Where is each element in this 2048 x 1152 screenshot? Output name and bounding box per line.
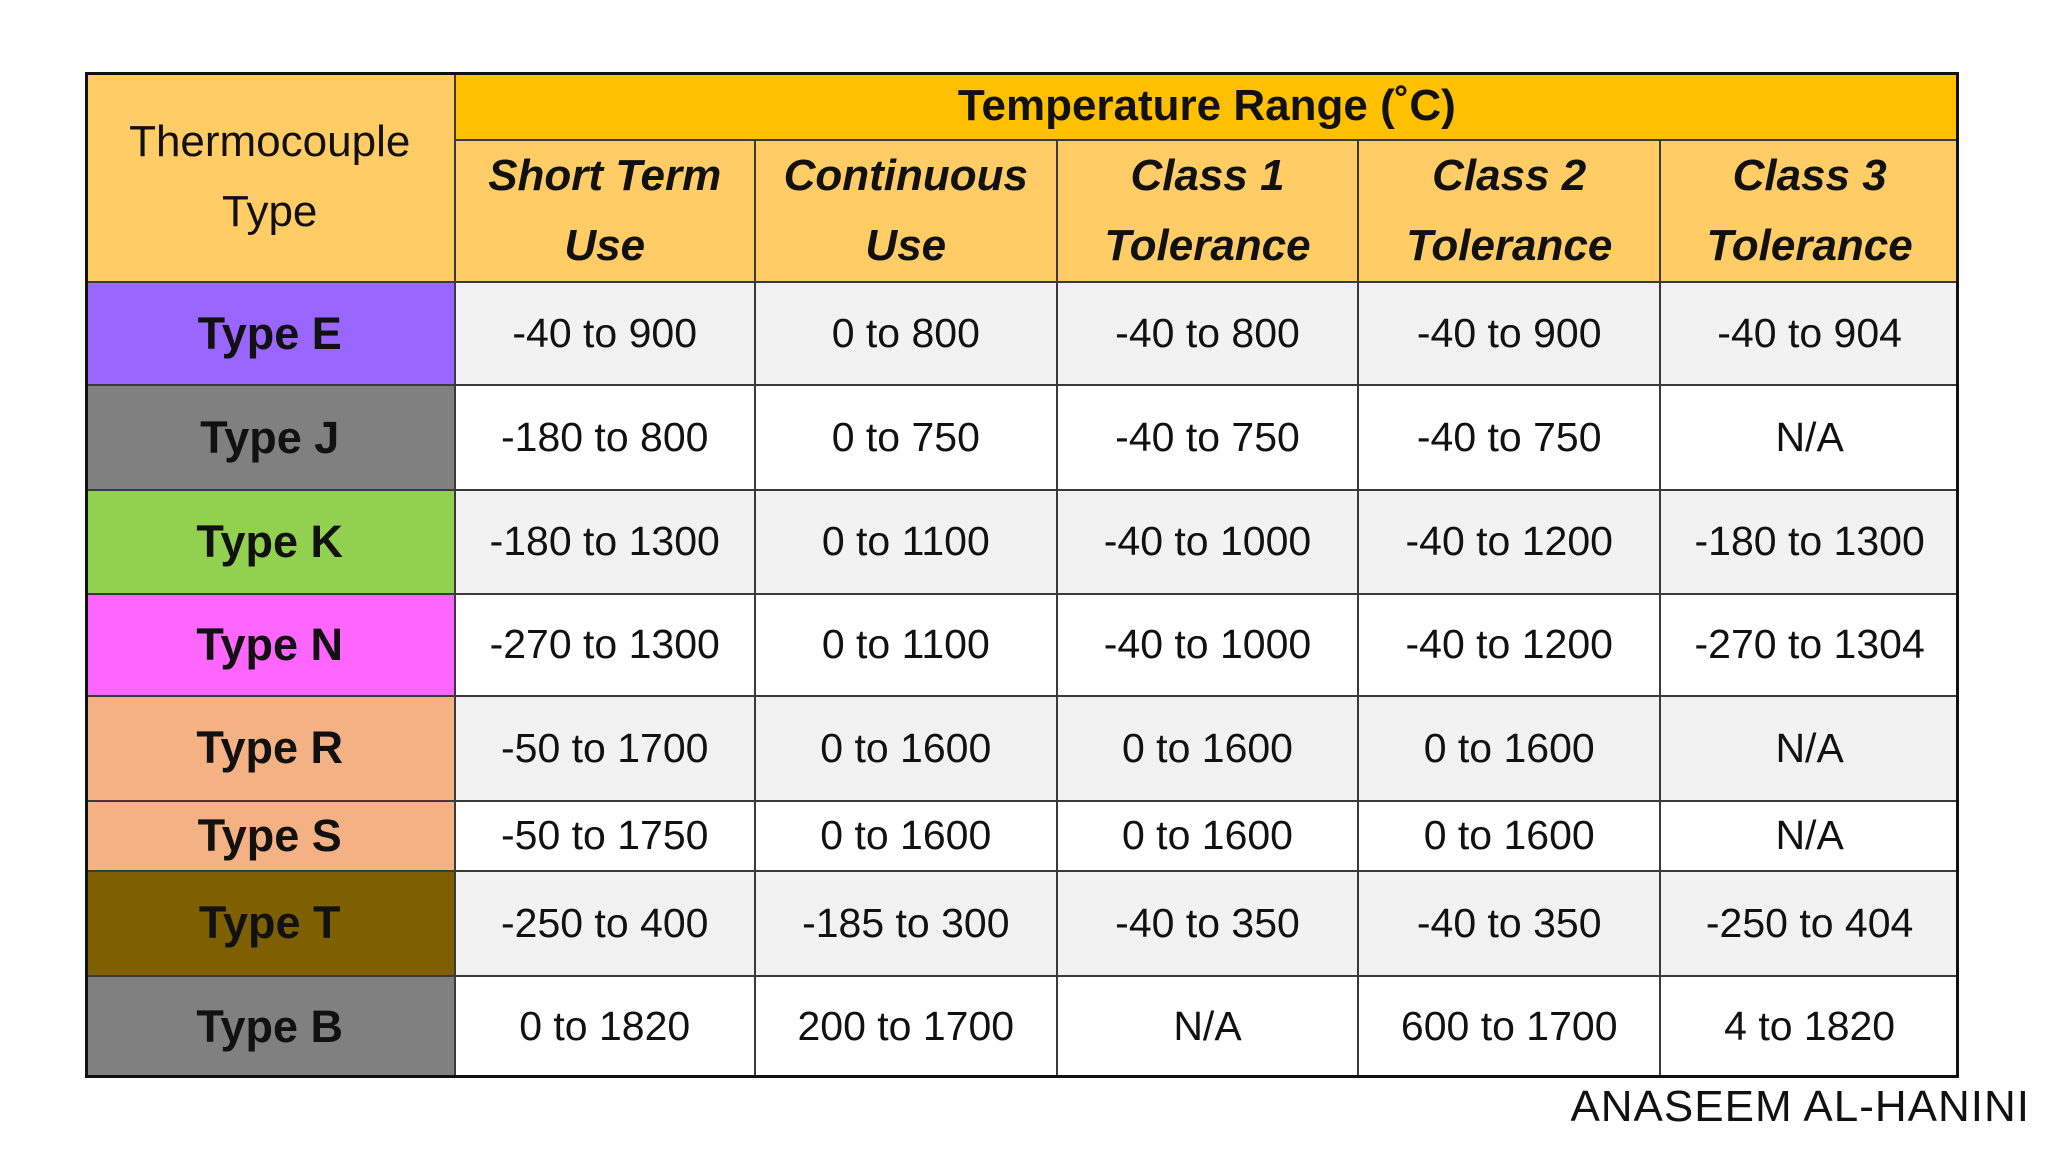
value-cell: N/A (1660, 800, 1960, 872)
type-cell: Type J (84, 385, 455, 490)
value-cell: 600 to 1700 (1358, 975, 1661, 1078)
value-cell: -50 to 1700 (454, 696, 755, 801)
value-cell: -270 to 1300 (454, 594, 755, 697)
value-cell: -40 to 350 (1056, 871, 1359, 976)
column-header: Class 3 Tolerance (1660, 139, 1960, 283)
value-cell: -250 to 400 (454, 871, 755, 976)
value-cell: 0 to 1100 (754, 594, 1057, 697)
group-header: Temperature Range (˚C) (454, 71, 1960, 140)
value-cell: 0 to 750 (754, 385, 1057, 490)
type-cell: Type T (84, 871, 455, 976)
column-header: Class 1 Tolerance (1056, 139, 1359, 283)
value-cell: N/A (1660, 385, 1960, 490)
value-cell: -180 to 1300 (454, 489, 755, 595)
type-cell: Type R (84, 696, 455, 801)
value-cell: -40 to 900 (1358, 282, 1661, 386)
column-header: Short Term Use (454, 139, 755, 283)
value-cell: N/A (1660, 696, 1960, 801)
type-cell: Type K (84, 489, 455, 595)
column-header: Class 2 Tolerance (1358, 139, 1661, 283)
value-cell: 0 to 800 (754, 282, 1057, 386)
type-cell: Type E (84, 282, 455, 386)
value-cell: 0 to 1600 (1056, 800, 1359, 872)
value-cell: -180 to 1300 (1660, 489, 1960, 595)
value-cell: -40 to 750 (1358, 385, 1661, 490)
column-header: Continuous Use (754, 139, 1057, 283)
value-cell: -40 to 1200 (1358, 594, 1661, 697)
value-cell: N/A (1056, 975, 1359, 1078)
type-cell: Type B (84, 975, 455, 1078)
value-cell: 4 to 1820 (1660, 975, 1960, 1078)
value-cell: -40 to 904 (1660, 282, 1960, 386)
value-cell: -180 to 800 (454, 385, 755, 490)
value-cell: -50 to 1750 (454, 800, 755, 872)
value-cell: -185 to 300 (754, 871, 1057, 976)
row-label-header: Thermocouple Type (84, 71, 455, 283)
value-cell: -40 to 1000 (1056, 489, 1359, 595)
value-cell: -40 to 1000 (1056, 594, 1359, 697)
value-cell: 200 to 1700 (754, 975, 1057, 1078)
value-cell: 0 to 1600 (754, 800, 1057, 872)
value-cell: 0 to 1100 (754, 489, 1057, 595)
value-cell: -250 to 404 (1660, 871, 1960, 976)
value-cell: 0 to 1600 (1358, 800, 1661, 872)
value-cell: -40 to 800 (1056, 282, 1359, 386)
value-cell: 0 to 1600 (1056, 696, 1359, 801)
value-cell: -40 to 350 (1358, 871, 1661, 976)
type-cell: Type N (84, 594, 455, 697)
value-cell: -40 to 1200 (1358, 489, 1661, 595)
value-cell: 0 to 1820 (454, 975, 755, 1078)
value-cell: -270 to 1304 (1660, 594, 1960, 697)
value-cell: -40 to 750 (1056, 385, 1359, 490)
value-cell: 0 to 1600 (754, 696, 1057, 801)
credit: ANASEEM AL-HANINI (1570, 1082, 2030, 1131)
value-cell: -40 to 900 (454, 282, 755, 386)
type-cell: Type S (84, 800, 455, 872)
value-cell: 0 to 1600 (1358, 696, 1661, 801)
